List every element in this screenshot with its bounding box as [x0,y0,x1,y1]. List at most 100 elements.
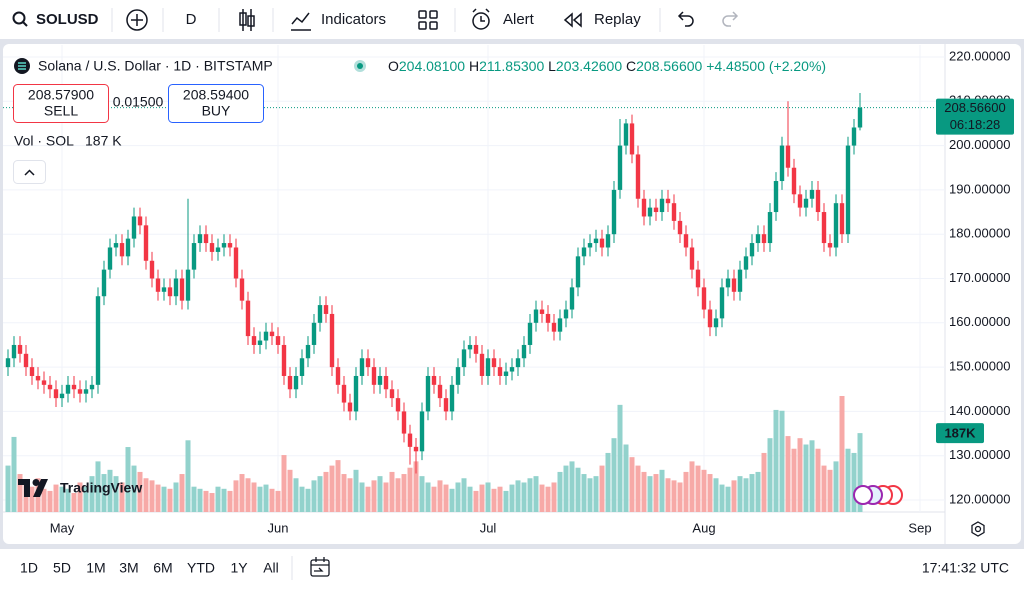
volume-bar [455,482,461,512]
candle-body [167,287,173,297]
axis-settings[interactable] [971,521,985,537]
volume-bar [167,488,173,512]
y-tick-label: 170.00000 [949,270,1010,285]
candle-body [413,446,419,452]
volume-bar [317,476,323,512]
logo-text: TradingView [60,480,142,496]
buy-box [168,84,264,123]
volume-bar [683,471,689,512]
layouts-button[interactable] [418,10,438,30]
plus-icon [126,9,148,31]
candle-body [671,203,677,221]
candle-body [11,344,17,359]
volume-bar [659,469,665,512]
candle-body [833,203,839,248]
candle-body [377,375,383,385]
volume-bar [689,461,695,512]
sell-label: SELL [44,103,78,119]
candle-body [305,344,311,359]
candle-body [395,398,401,412]
buy-button[interactable]: 208.59400 BUY [168,84,264,123]
candle-body [329,313,335,368]
volume-bar [41,488,47,512]
volume-bar [113,476,119,512]
candle-body [149,260,155,279]
range-button[interactable]: 1Y [230,560,248,576]
y-tick-label: 180.00000 [949,226,1010,241]
candle-body [449,384,455,412]
candle-body [65,384,71,394]
event-flags[interactable] [853,485,903,505]
alert-icon [472,12,490,30]
volume-bar [569,461,575,512]
candle-body [341,384,347,403]
volume-bar [551,482,557,512]
calendar-icon [311,557,329,572]
candle-body [599,238,605,248]
volume-bar [773,409,779,512]
range-button[interactable]: 5D [53,560,71,576]
indicators-button[interactable]: Indicators [291,11,386,31]
goto-date-button[interactable] [310,557,330,577]
volume-bar [257,486,263,512]
volume-legend-label: Vol · SOL [14,133,74,149]
range-button[interactable]: 1M [86,560,105,576]
volume-bar [449,488,455,512]
symbol-search[interactable]: SOLUSD [12,11,99,28]
redo-button[interactable] [722,11,739,27]
clock[interactable]: 17:41:32 UTC [922,560,1009,576]
symbol: SOLUSD [36,11,99,28]
candle-body [491,358,497,368]
candle-body [809,189,815,199]
volume-bar [731,480,737,512]
candle-body [713,318,719,328]
volume-bar [161,486,167,512]
candle-body [131,216,137,239]
volume-bar [131,465,137,512]
y-tick-label: 200.00000 [949,137,1010,152]
volume-bar [479,484,485,512]
candle-body [497,367,503,376]
x-tick-label: May [50,520,75,535]
candle-body [251,336,257,345]
candle-body [749,243,755,257]
x-tick-label: Aug [692,520,715,535]
volume-bar [797,438,803,512]
candle-body [719,287,725,319]
compare-button[interactable] [126,9,148,31]
y-tick-label: 140.00000 [949,403,1010,418]
candle-body [455,367,461,385]
ohlc-letter: L [548,58,556,74]
range-button[interactable]: YTD [187,560,215,576]
grid-icon [429,21,438,30]
grid-icon [418,10,427,19]
candle-body [503,371,509,376]
volume-bar [371,480,377,512]
collapse-button[interactable] [13,160,46,184]
candle-body [839,203,845,235]
alert-button[interactable]: Alert [472,8,535,30]
replay-button[interactable]: Replay [563,11,641,28]
volume-bar [149,480,155,512]
candle-body [467,344,473,350]
interval-button[interactable]: D [186,11,197,28]
candle-body [203,234,209,244]
candle-body [35,375,41,381]
undo-button[interactable] [677,11,694,27]
range-button[interactable]: 6M [153,560,172,576]
range-button[interactable]: 3M [119,560,138,576]
volume-bar [737,476,743,512]
candle-body [527,322,533,345]
search-icon [12,11,26,25]
range-button[interactable]: All [263,560,279,576]
x-tick-label: Sep [908,520,931,535]
alert-label: Alert [503,11,535,28]
volume-bar [203,490,209,512]
sell-button[interactable]: 208.57900 SELL [13,84,109,123]
chart-type-button[interactable] [239,9,255,31]
range-button[interactable]: 1D [20,560,38,576]
volume-bar [527,478,533,512]
candle-body [521,344,527,359]
chart-panel [3,44,1021,544]
volume-bar [125,447,131,512]
